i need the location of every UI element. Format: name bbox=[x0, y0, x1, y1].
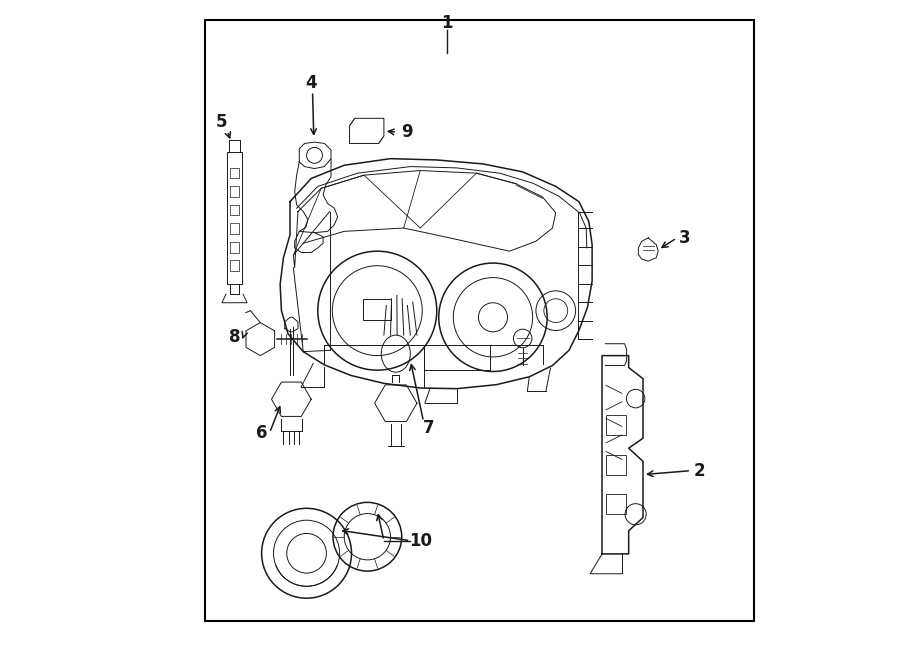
Bar bbox=[606, 415, 626, 435]
Text: 9: 9 bbox=[401, 123, 413, 141]
Bar bbox=[205, 20, 754, 621]
Bar bbox=[230, 186, 239, 197]
Bar bbox=[230, 260, 239, 271]
Text: 5: 5 bbox=[216, 113, 228, 132]
Bar bbox=[230, 242, 239, 253]
Text: 2: 2 bbox=[693, 461, 705, 480]
Text: 4: 4 bbox=[305, 73, 317, 92]
Text: 3: 3 bbox=[679, 229, 690, 247]
Text: 8: 8 bbox=[230, 328, 241, 346]
Bar bbox=[230, 205, 239, 215]
Bar bbox=[227, 152, 242, 284]
Bar bbox=[606, 494, 626, 514]
Bar bbox=[230, 223, 239, 234]
Bar bbox=[606, 455, 626, 475]
Text: 1: 1 bbox=[441, 14, 453, 32]
Bar bbox=[364, 299, 392, 320]
Bar bbox=[230, 168, 239, 178]
Text: 6: 6 bbox=[256, 424, 267, 442]
Text: 7: 7 bbox=[423, 419, 435, 438]
Text: 10: 10 bbox=[409, 531, 432, 550]
